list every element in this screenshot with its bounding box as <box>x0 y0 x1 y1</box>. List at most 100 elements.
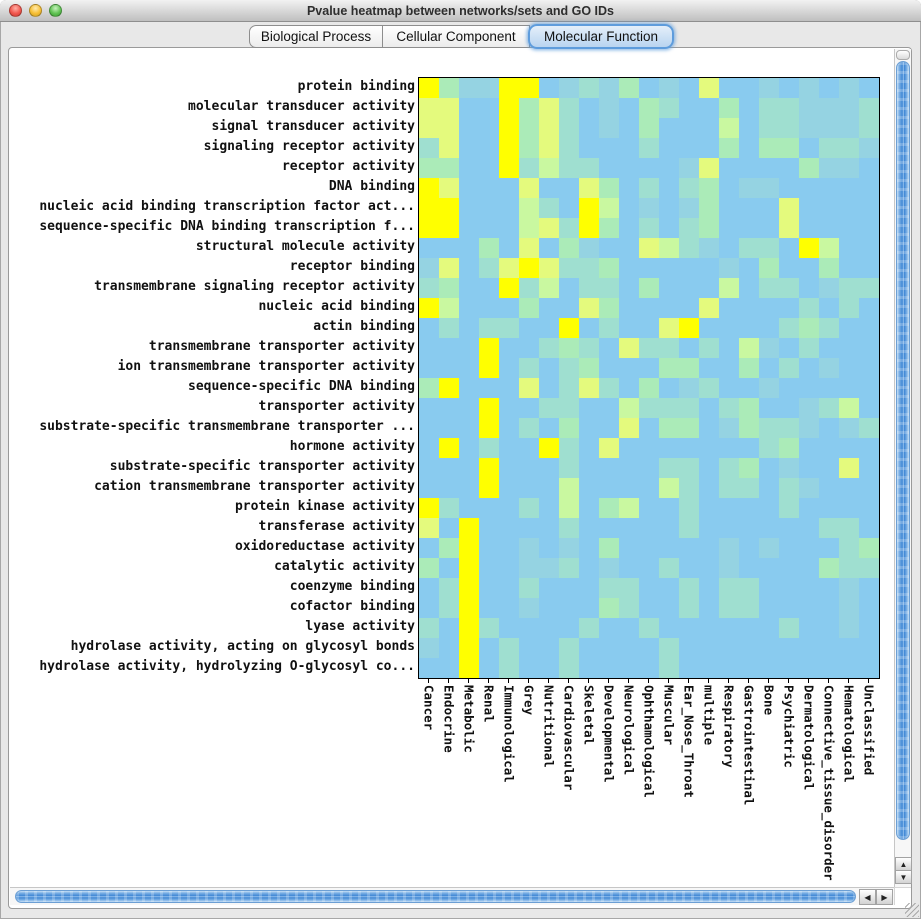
heatmap-cell <box>719 258 739 278</box>
heatmap-cell <box>799 238 819 258</box>
heatmap-cell <box>839 198 859 218</box>
heatmap-cell <box>679 398 699 418</box>
row-label: nucleic acid binding <box>258 299 415 314</box>
heatmap-cell <box>639 278 659 298</box>
heatmap-cell <box>739 218 759 238</box>
heatmap-cell <box>479 278 499 298</box>
column-label: Immunological <box>501 685 517 783</box>
heatmap-cell <box>539 658 559 678</box>
tab-molecular-function[interactable]: Molecular Function <box>528 24 674 49</box>
heatmap-cell <box>619 598 639 618</box>
heatmap-cell <box>519 258 539 278</box>
heatmap-cell <box>819 158 839 178</box>
scroll-right-button[interactable]: ▶ <box>876 889 893 905</box>
heatmap-cell <box>459 98 479 118</box>
heatmap-cell <box>499 538 519 558</box>
heatmap-cell <box>799 538 819 558</box>
heatmap-cell <box>699 138 719 158</box>
title-bar[interactable]: Pvalue heatmap between networks/sets and… <box>0 0 921 22</box>
heatmap-cell <box>559 518 579 538</box>
heatmap-cell <box>779 418 799 438</box>
heatmap-cell <box>499 138 519 158</box>
heatmap-cell <box>819 118 839 138</box>
heatmap-cell <box>599 498 619 518</box>
close-button[interactable] <box>9 4 22 17</box>
heatmap-cell <box>559 658 579 678</box>
axis-tick <box>708 679 709 683</box>
heatmap-cell <box>439 338 459 358</box>
tab-biological-process[interactable]: Biological Process <box>249 25 383 48</box>
heatmap-cell <box>699 418 719 438</box>
tab-cellular-component[interactable]: Cellular Component <box>382 25 530 48</box>
heatmap-cell <box>539 318 559 338</box>
heatmap-cell <box>599 478 619 498</box>
heatmap-cell <box>439 558 459 578</box>
zoom-button[interactable] <box>49 4 62 17</box>
heatmap-cell <box>699 338 719 358</box>
heatmap-cell <box>799 418 819 438</box>
heatmap-cell <box>799 118 819 138</box>
heatmap-cell <box>619 438 639 458</box>
heatmap-cell <box>719 178 739 198</box>
scroll-up-button[interactable]: ▲ <box>895 857 912 871</box>
heatmap-cell <box>679 338 699 358</box>
heatmap-cell <box>479 178 499 198</box>
column-label: Ophthamological <box>641 685 657 798</box>
heatmap-cell <box>819 278 839 298</box>
heatmap-cell <box>839 258 859 278</box>
heatmap-cell <box>739 118 759 138</box>
vertical-scrollbar[interactable]: ▲ ▼ <box>894 49 912 887</box>
heatmap-cell <box>559 98 579 118</box>
heatmap-cell <box>519 418 539 438</box>
column-label: Metabolic <box>461 685 477 753</box>
heatmap-cell <box>819 178 839 198</box>
heatmap-cell <box>539 358 559 378</box>
heatmap-cell <box>519 558 539 578</box>
heatmap-cell <box>739 598 759 618</box>
heatmap-cell <box>719 318 739 338</box>
heatmap-cell <box>859 238 879 258</box>
horizontal-scrollbar[interactable]: ◀ ▶ <box>10 887 895 905</box>
minimize-button[interactable] <box>29 4 42 17</box>
heatmap-cell <box>659 598 679 618</box>
heatmap-cell <box>759 518 779 538</box>
axis-tick <box>608 679 609 683</box>
heatmap-cell <box>499 178 519 198</box>
heatmap-cell <box>559 258 579 278</box>
scroll-up-icon: ▲ <box>899 859 908 869</box>
heatmap-cell <box>519 218 539 238</box>
heatmap-cell <box>459 538 479 558</box>
heatmap-cell <box>779 658 799 678</box>
heatmap-cell <box>839 538 859 558</box>
heatmap-cell <box>559 478 579 498</box>
row-label: lyase activity <box>305 619 415 634</box>
heatmap-cell <box>599 258 619 278</box>
scroll-down-button[interactable]: ▼ <box>895 870 912 884</box>
heatmap-cell <box>479 298 499 318</box>
column-label: Renal <box>481 685 497 723</box>
heatmap-cell <box>759 118 779 138</box>
heatmap-cell <box>519 638 539 658</box>
heatmap-cell <box>499 198 519 218</box>
heatmap-cell <box>859 618 879 638</box>
scroll-left-button[interactable]: ◀ <box>859 889 876 905</box>
heatmap-cell <box>579 138 599 158</box>
heatmap-cell <box>599 458 619 478</box>
resize-grip[interactable] <box>905 903 919 917</box>
heatmap-cell <box>699 658 719 678</box>
heatmap-cell <box>699 578 719 598</box>
vertical-scrollbar-thumb[interactable] <box>896 61 910 840</box>
heatmap-cell <box>639 398 659 418</box>
heatmap-cell <box>499 498 519 518</box>
heatmap-cell <box>539 418 559 438</box>
axis-tick <box>828 679 829 683</box>
heatmap-cell <box>599 318 619 338</box>
row-label: oxidoreductase activity <box>234 539 415 554</box>
heatmap-cell <box>839 178 859 198</box>
heatmap-cell <box>439 658 459 678</box>
heatmap-cell <box>659 438 679 458</box>
heatmap-cell <box>539 398 559 418</box>
heatmap-cell <box>719 498 739 518</box>
horizontal-scrollbar-thumb[interactable] <box>15 890 856 903</box>
heatmap-cell <box>439 158 459 178</box>
